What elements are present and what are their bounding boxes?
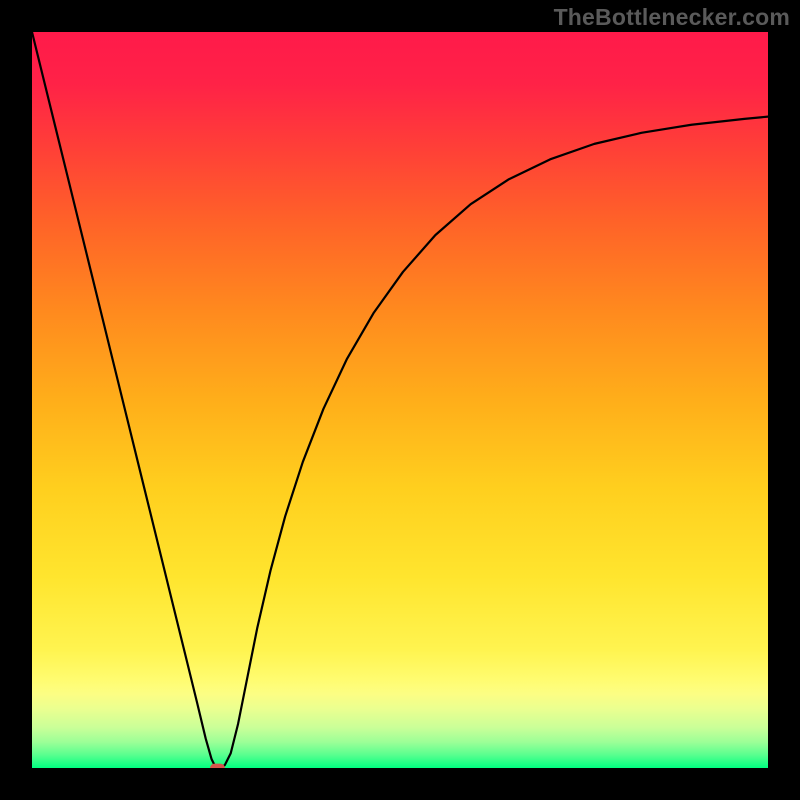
plot-area xyxy=(32,32,768,768)
watermark-label: TheBottlenecker.com xyxy=(554,4,790,31)
gradient-background xyxy=(32,32,768,768)
plot-svg xyxy=(32,32,768,768)
chart-frame: TheBottlenecker.com xyxy=(0,0,800,800)
optimum-marker xyxy=(210,764,225,768)
